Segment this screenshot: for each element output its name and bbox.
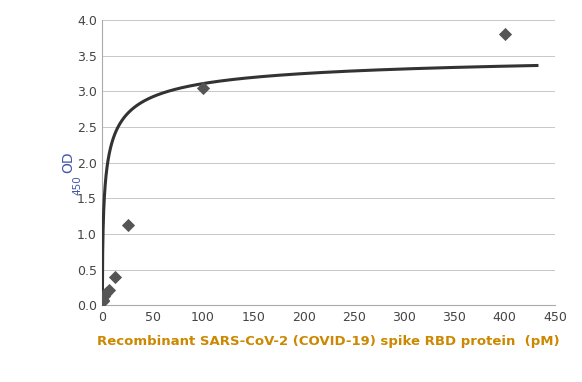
Point [98,298,108,304]
Text: OD: OD [62,152,76,173]
X-axis label: Recombinant SARS-CoV-2 (COVID-19) spike RBD protein  (pM): Recombinant SARS-CoV-2 (COVID-19) spike … [97,335,560,348]
Text: 450: 450 [73,176,83,195]
Point [111,274,120,280]
Point [198,86,208,92]
Point [100,293,109,299]
Point [104,286,113,293]
Point [123,222,132,228]
Point [500,31,509,37]
Point [98,296,108,303]
Point [101,290,110,296]
